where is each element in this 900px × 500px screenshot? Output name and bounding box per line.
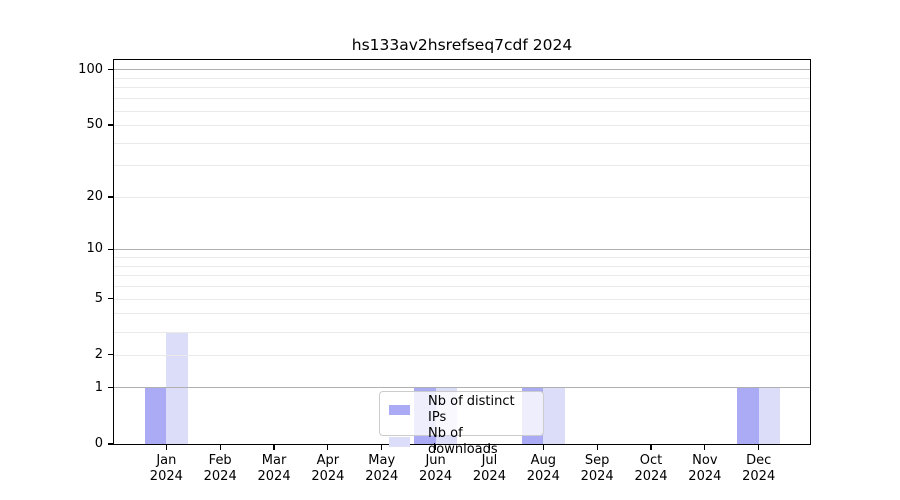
legend-label: Nb of downloads xyxy=(428,426,498,457)
gridline-major xyxy=(114,69,810,71)
x-tick-mark xyxy=(596,444,598,450)
x-tick-label: Oct 2024 xyxy=(634,453,668,484)
gridline-minor xyxy=(114,275,810,277)
y-tick-label: 5 xyxy=(94,290,103,306)
y-tick-label: 2 xyxy=(94,346,103,362)
legend-label: Nb of distinct IPs xyxy=(428,394,515,425)
legend: Nb of distinct IPs Nb of downloads xyxy=(379,391,544,457)
x-tick-label: Dec 2024 xyxy=(742,453,776,484)
gridline-minor xyxy=(114,257,810,259)
x-tick-mark xyxy=(219,444,221,450)
y-tick-label: 20 xyxy=(86,189,103,204)
gridline-minor xyxy=(114,265,810,267)
x-tick-mark xyxy=(488,444,491,450)
x-tick-label: Jul 2024 xyxy=(472,453,506,484)
y-tick-mark xyxy=(108,443,114,445)
legend-item-downloads: Nb of downloads xyxy=(389,426,534,458)
y-tick-label: 100 xyxy=(78,61,103,77)
x-tick-mark xyxy=(273,444,275,450)
gridline-minor xyxy=(114,298,810,300)
bar-downloads-dec xyxy=(758,387,781,444)
x-tick-mark xyxy=(435,444,437,450)
y-tick-mark xyxy=(108,248,114,251)
y-tick-mark xyxy=(108,354,114,356)
gridline-minor xyxy=(114,125,810,127)
x-tick-mark xyxy=(704,444,706,450)
gridline-major xyxy=(114,248,810,251)
distinct-ips-swatch xyxy=(389,404,410,416)
x-tick-label: Feb 2024 xyxy=(203,453,237,484)
x-tick-mark xyxy=(542,444,544,450)
x-tick-label: May 2024 xyxy=(365,453,399,484)
x-tick-label: Nov 2024 xyxy=(688,453,722,484)
bar-distinct-ips-jan xyxy=(144,387,167,444)
x-tick-mark xyxy=(381,444,383,450)
y-tick-mark xyxy=(108,124,114,126)
y-tick-label: 0 xyxy=(94,436,103,451)
legend-item-distinct-ips: Nb of distinct IPs xyxy=(389,394,534,426)
gridline-minor xyxy=(114,110,810,112)
y-tick-mark xyxy=(108,387,114,389)
x-tick-label: Jan 2024 xyxy=(149,453,183,484)
y-tick-mark xyxy=(108,68,114,71)
x-tick-label: Aug 2024 xyxy=(526,453,560,484)
bar-distinct-ips-dec xyxy=(737,387,759,444)
y-tick-label: 50 xyxy=(86,117,103,133)
gridline-minor xyxy=(114,98,810,100)
gridline-minor xyxy=(114,165,810,167)
gridline-major xyxy=(114,387,810,389)
gridline-minor xyxy=(114,331,810,333)
bar-downloads-aug xyxy=(543,387,565,444)
x-tick-mark xyxy=(165,444,167,450)
gridline-minor xyxy=(114,354,810,356)
x-tick-mark xyxy=(650,444,652,450)
gridline-minor xyxy=(114,313,810,315)
y-tick-mark xyxy=(108,196,114,198)
x-tick-label: Apr 2024 xyxy=(311,453,345,484)
gridline-minor xyxy=(114,78,810,80)
downloads-swatch xyxy=(389,436,410,448)
gridline-minor xyxy=(114,286,810,288)
y-tick-label: 1 xyxy=(94,379,103,395)
x-tick-label: Sep 2024 xyxy=(580,453,614,484)
x-tick-mark xyxy=(327,444,329,450)
x-tick-label: Jun 2024 xyxy=(419,453,453,484)
chart-title: hs133av2hsrefseq7cdf 2024 xyxy=(351,36,573,54)
x-tick-label: Mar 2024 xyxy=(257,453,291,484)
y-tick-label: 10 xyxy=(86,241,103,257)
x-tick-mark xyxy=(758,444,760,450)
gridline-minor xyxy=(114,142,810,144)
y-tick-mark xyxy=(108,298,114,300)
gridline-minor xyxy=(114,197,810,198)
gridline-minor xyxy=(114,87,810,89)
